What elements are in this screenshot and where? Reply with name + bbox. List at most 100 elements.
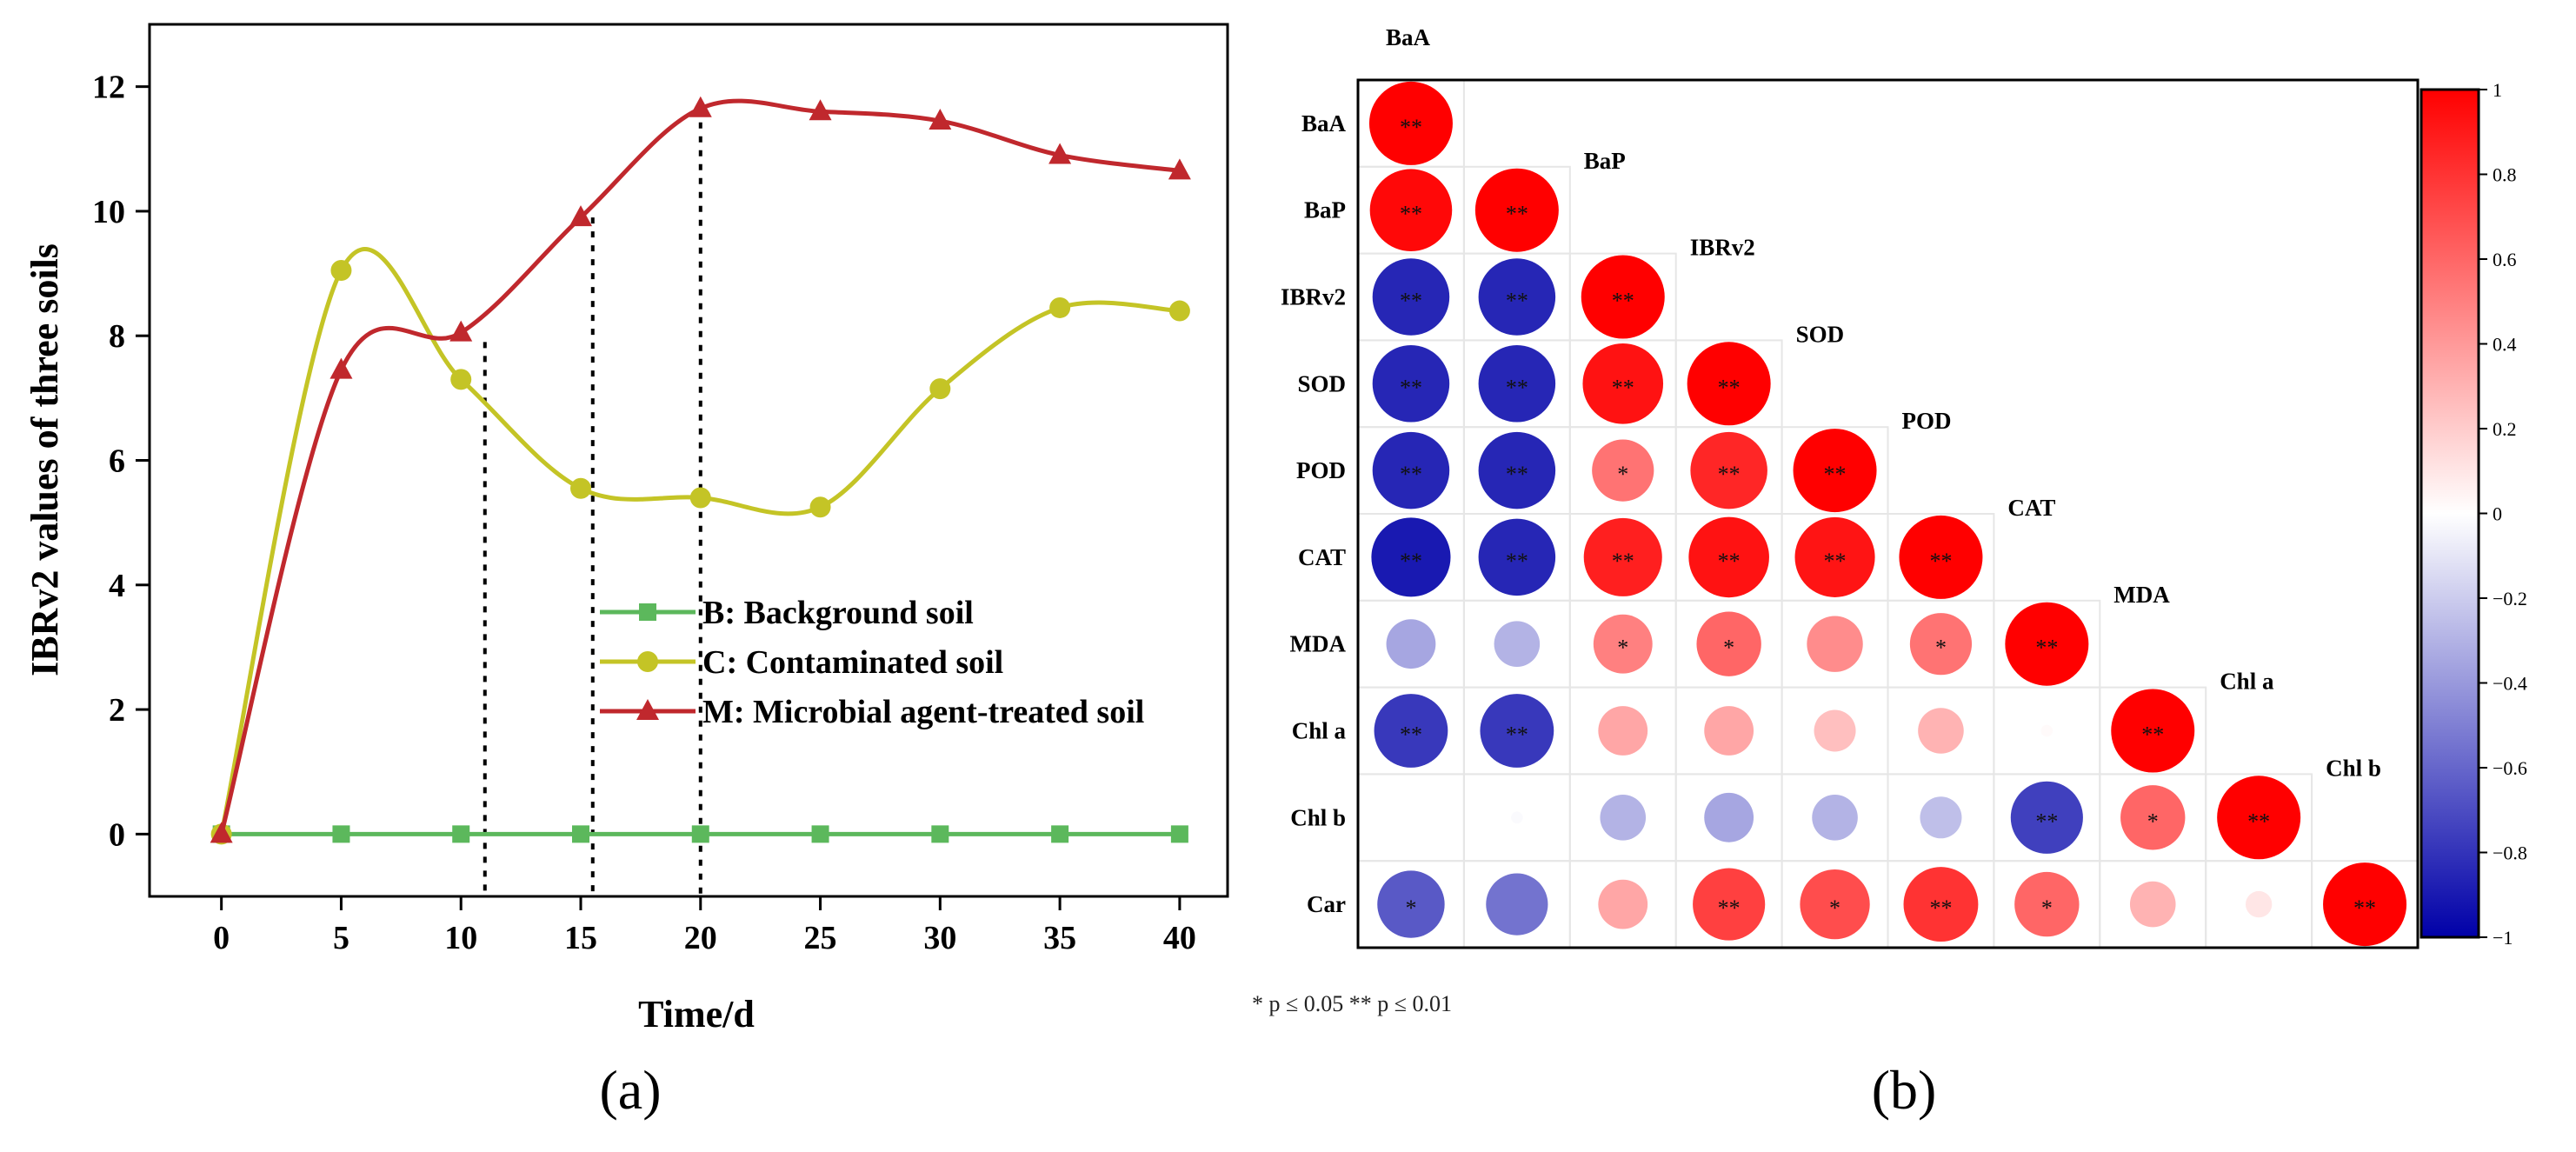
correlation-circle <box>1794 516 1875 597</box>
significance-mark: ** <box>2247 809 2270 834</box>
series-group <box>210 96 1191 845</box>
x-tick-label: 35 <box>1043 920 1076 956</box>
correlation-circle <box>2245 890 2273 918</box>
y-axis-ticks: 0 2 4 6 8 10 12 <box>92 70 150 853</box>
significance-mark: ** <box>2035 636 2058 661</box>
data-point <box>689 96 712 117</box>
column-label: BaA <box>1386 24 1431 50</box>
significance-mark: * <box>1617 462 1628 487</box>
correlation-circle <box>1812 795 1858 841</box>
reference-lines <box>483 108 702 896</box>
correlation-circle <box>1511 811 1523 824</box>
significance-mark: ** <box>1612 549 1634 574</box>
significance-mark: * <box>1829 896 1840 921</box>
significance-mark: ** <box>1506 462 1528 487</box>
data-point <box>689 487 711 509</box>
series-triangle <box>210 96 1191 843</box>
row-label: BaP <box>1304 197 1346 223</box>
column-label: SOD <box>1796 321 1845 347</box>
legend-marker <box>639 603 656 621</box>
correlation-circle <box>1814 709 1856 752</box>
y-tick-label: 6 <box>109 443 125 480</box>
colorbar-tick-label: 0.8 <box>2493 164 2517 186</box>
correlation-circle <box>1704 792 1754 842</box>
significance-mark: ** <box>1400 462 1422 487</box>
correlation-circle <box>1478 518 1556 596</box>
correlation-circle <box>1687 342 1771 426</box>
significance-mark: ** <box>1400 115 1422 140</box>
colorbar-tick-label: 0.4 <box>2493 334 2517 356</box>
significance-mark: ** <box>2141 722 2164 748</box>
y-tick-label: 12 <box>92 70 125 106</box>
correlation-circle <box>1704 706 1754 756</box>
correlation-circle <box>1474 168 1559 252</box>
colorbar-gradient <box>2420 88 2480 939</box>
column-label: Chl b <box>2326 755 2381 781</box>
correlation-circle <box>1688 516 1769 598</box>
significance-mark: ** <box>1612 289 1634 314</box>
data-point <box>809 496 831 518</box>
column-label: CAT <box>2007 495 2055 521</box>
colorbar-tick-label: −1 <box>2493 927 2513 949</box>
correlation-circle <box>2040 724 2053 737</box>
correlation-circle <box>2323 862 2407 947</box>
data-point <box>569 205 592 227</box>
correlation-circle <box>1583 517 1662 596</box>
x-tick-label: 25 <box>804 920 837 956</box>
colorbar-tick-label: −0.8 <box>2493 842 2527 864</box>
y-tick-label: 10 <box>92 194 125 230</box>
significance-mark: ** <box>2353 896 2376 921</box>
correlation-circle <box>1918 708 1964 754</box>
significance-mark: ** <box>1400 722 1422 748</box>
correlation-circle <box>1800 869 1870 940</box>
significance-mark: ** <box>1400 375 1422 400</box>
significance-mark: ** <box>1506 202 1528 227</box>
correlation-circle <box>1374 694 1448 768</box>
colorbar-tick-label: −0.6 <box>2493 757 2527 779</box>
row-label: POD <box>1296 457 1346 483</box>
correlation-circle <box>1372 431 1450 509</box>
correlation-circle <box>1478 345 1556 423</box>
data-point <box>332 825 350 843</box>
correlation-circle <box>1478 431 1556 509</box>
row-label: BaA <box>1301 110 1347 137</box>
row-label: Chl b <box>1290 804 1346 830</box>
significance-mark: ** <box>1506 375 1528 400</box>
series-circle <box>210 247 1190 845</box>
y-tick-label: 8 <box>109 318 125 355</box>
correlation-circle <box>1593 614 1653 674</box>
data-point <box>572 825 589 843</box>
correlation-circle <box>2005 602 2089 686</box>
significance-mark: ** <box>1718 549 1741 574</box>
correlation-circle <box>1793 429 1877 513</box>
significance-mark: ** <box>1400 289 1422 314</box>
correlation-circle <box>2010 781 2083 854</box>
correlation-circle <box>1909 613 1973 676</box>
correlation-circle <box>1372 258 1450 336</box>
column-label: Chl a <box>2220 669 2274 695</box>
correlation-circle <box>1494 621 1541 667</box>
legend-marker <box>636 699 659 720</box>
data-point <box>330 259 352 281</box>
colorbar-tick-label: −0.2 <box>2493 588 2527 609</box>
series-square <box>212 825 1188 843</box>
correlation-circle <box>2111 689 2195 773</box>
line-chart-panel: 0 2 4 6 8 10 12 0 5 10 15 20 25 30 35 40 B: Background… <box>23 23 1229 1121</box>
correlation-circle <box>1690 431 1767 509</box>
variable-labels: BaA BaA BaP BaP IBRv2 IBRv2 SOD SOD POD POD CAT CAT… <box>1281 24 2471 917</box>
legend-label: B: Background soil <box>702 595 974 631</box>
correlation-circle <box>2120 785 2186 850</box>
data-point <box>570 477 591 499</box>
y-tick-label: 4 <box>109 568 125 604</box>
correlation-circle <box>1582 343 1664 424</box>
row-label: MDA <box>1290 631 1347 657</box>
correlation-circle <box>1592 439 1654 502</box>
significance-mark: ** <box>1824 462 1847 487</box>
heatmap-cells: **** **** ** **** ** ** **** ** * ** **** ** ** ** ** *… <box>1368 81 2407 947</box>
correlation-circle <box>1372 345 1450 423</box>
x-tick-label: 15 <box>564 920 597 956</box>
significance-mark: * <box>1405 896 1416 921</box>
data-point <box>929 378 951 400</box>
x-axis-ticks: 0 5 10 15 20 25 30 35 40 <box>213 896 1196 956</box>
correlation-circle <box>1386 619 1436 669</box>
